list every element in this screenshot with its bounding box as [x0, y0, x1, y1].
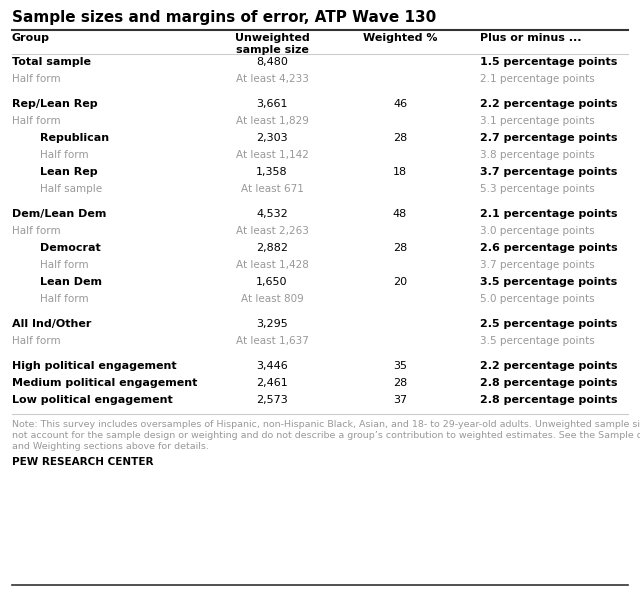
Text: Weighted %: Weighted % — [363, 33, 437, 43]
Text: 3.7 percentage points: 3.7 percentage points — [480, 260, 595, 270]
Text: Democrat: Democrat — [40, 243, 100, 253]
Text: 28: 28 — [393, 378, 407, 388]
Text: 2.2 percentage points: 2.2 percentage points — [480, 361, 618, 371]
Text: 2.1 percentage points: 2.1 percentage points — [480, 209, 618, 219]
Text: 2.1 percentage points: 2.1 percentage points — [480, 74, 595, 84]
Text: At least 4,233: At least 4,233 — [236, 74, 308, 84]
Text: 2.8 percentage points: 2.8 percentage points — [480, 378, 618, 388]
Text: Half form: Half form — [12, 336, 61, 346]
Text: 20: 20 — [393, 277, 407, 287]
Text: not account for the sample design or weighting and do not describe a group’s con: not account for the sample design or wei… — [12, 431, 640, 440]
Text: Total sample: Total sample — [12, 57, 91, 67]
Text: At least 1,829: At least 1,829 — [236, 116, 308, 126]
Text: Half form: Half form — [12, 74, 61, 84]
Text: 2.8 percentage points: 2.8 percentage points — [480, 395, 618, 405]
Text: Republican: Republican — [40, 133, 109, 143]
Text: 3,446: 3,446 — [256, 361, 288, 371]
Text: 2.6 percentage points: 2.6 percentage points — [480, 243, 618, 253]
Text: At least 1,428: At least 1,428 — [236, 260, 308, 270]
Text: 2,573: 2,573 — [256, 395, 288, 405]
Text: 18: 18 — [393, 167, 407, 177]
Text: All Ind/Other: All Ind/Other — [12, 319, 92, 329]
Text: 3.0 percentage points: 3.0 percentage points — [480, 226, 595, 236]
Text: 28: 28 — [393, 133, 407, 143]
Text: Half form: Half form — [12, 116, 61, 126]
Text: Lean Dem: Lean Dem — [40, 277, 102, 287]
Text: 35: 35 — [393, 361, 407, 371]
Text: Dem/Lean Dem: Dem/Lean Dem — [12, 209, 106, 219]
Text: At least 1,637: At least 1,637 — [236, 336, 308, 346]
Text: 2.2 percentage points: 2.2 percentage points — [480, 99, 618, 109]
Text: 3.8 percentage points: 3.8 percentage points — [480, 150, 595, 160]
Text: and Weighting sections above for details.: and Weighting sections above for details… — [12, 442, 209, 451]
Text: 2,303: 2,303 — [256, 133, 288, 143]
Text: 4,532: 4,532 — [256, 209, 288, 219]
Text: 2.5 percentage points: 2.5 percentage points — [480, 319, 618, 329]
Text: 28: 28 — [393, 243, 407, 253]
Text: 1,358: 1,358 — [256, 167, 288, 177]
Text: 3,661: 3,661 — [256, 99, 288, 109]
Text: At least 2,263: At least 2,263 — [236, 226, 308, 236]
Text: Half form: Half form — [40, 260, 88, 270]
Text: Unweighted
sample size: Unweighted sample size — [235, 33, 309, 55]
Text: At least 671: At least 671 — [241, 184, 303, 194]
Text: 3.5 percentage points: 3.5 percentage points — [480, 336, 595, 346]
Text: 5.0 percentage points: 5.0 percentage points — [480, 294, 595, 304]
Text: 3.7 percentage points: 3.7 percentage points — [480, 167, 618, 177]
Text: 3.1 percentage points: 3.1 percentage points — [480, 116, 595, 126]
Text: At least 1,142: At least 1,142 — [236, 150, 308, 160]
Text: 8,480: 8,480 — [256, 57, 288, 67]
Text: 37: 37 — [393, 395, 407, 405]
Text: 2,882: 2,882 — [256, 243, 288, 253]
Text: Half form: Half form — [40, 150, 88, 160]
Text: High political engagement: High political engagement — [12, 361, 177, 371]
Text: Half form: Half form — [12, 226, 61, 236]
Text: Lean Rep: Lean Rep — [40, 167, 98, 177]
Text: Low political engagement: Low political engagement — [12, 395, 173, 405]
Text: 5.3 percentage points: 5.3 percentage points — [480, 184, 595, 194]
Text: 1.5 percentage points: 1.5 percentage points — [480, 57, 618, 67]
Text: At least 809: At least 809 — [241, 294, 303, 304]
Text: Plus or minus ...: Plus or minus ... — [480, 33, 582, 43]
Text: Sample sizes and margins of error, ATP Wave 130: Sample sizes and margins of error, ATP W… — [12, 10, 436, 25]
Text: 2.7 percentage points: 2.7 percentage points — [480, 133, 618, 143]
Text: 1,650: 1,650 — [256, 277, 288, 287]
Text: Rep/Lean Rep: Rep/Lean Rep — [12, 99, 98, 109]
Text: Group: Group — [12, 33, 50, 43]
Text: 2,461: 2,461 — [256, 378, 288, 388]
Text: 3.5 percentage points: 3.5 percentage points — [480, 277, 617, 287]
Text: Half sample: Half sample — [40, 184, 102, 194]
Text: Medium political engagement: Medium political engagement — [12, 378, 197, 388]
Text: Half form: Half form — [40, 294, 88, 304]
Text: 48: 48 — [393, 209, 407, 219]
Text: Note: This survey includes oversamples of Hispanic, non-Hispanic Black, Asian, a: Note: This survey includes oversamples o… — [12, 420, 640, 429]
Text: PEW RESEARCH CENTER: PEW RESEARCH CENTER — [12, 457, 154, 467]
Text: 46: 46 — [393, 99, 407, 109]
Text: 3,295: 3,295 — [256, 319, 288, 329]
